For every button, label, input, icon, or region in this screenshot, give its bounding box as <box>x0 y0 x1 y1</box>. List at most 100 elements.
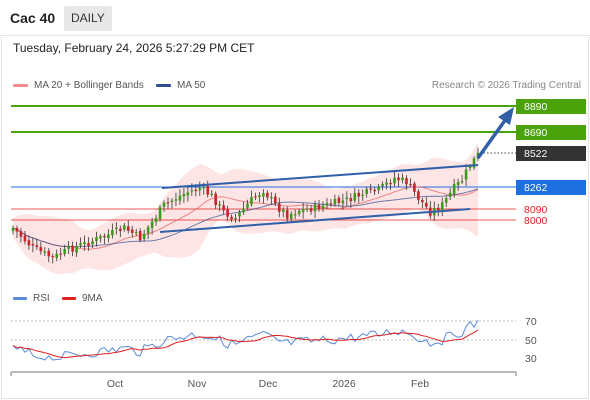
candle-body <box>341 200 345 204</box>
candle-body <box>266 192 269 198</box>
candle-body <box>214 193 217 206</box>
candle-body <box>468 166 472 169</box>
chart-header: Cac 40 DAILY <box>0 0 590 36</box>
level-label-8090: 8090 <box>524 204 548 216</box>
candle-body <box>107 234 110 239</box>
candle-body <box>230 216 233 220</box>
channel-upper-line <box>161 164 479 189</box>
level-box-8262 <box>516 180 586 195</box>
candle-body <box>218 204 221 206</box>
legend-ma50-label: MA 50 <box>177 80 206 91</box>
candle-body <box>373 189 376 192</box>
candle-body <box>440 202 444 212</box>
rsi-ma-swatch-icon <box>62 297 76 300</box>
candle-body <box>51 255 55 258</box>
candle-body <box>274 196 277 204</box>
period-tab-daily[interactable]: DAILY <box>64 6 112 31</box>
candle-body <box>456 181 460 186</box>
candle-body <box>75 246 78 253</box>
x-axis-label: Feb <box>411 378 429 390</box>
candle-body <box>281 209 285 212</box>
candle-body <box>321 205 325 209</box>
candle-body <box>99 236 102 239</box>
candle-body <box>305 208 309 210</box>
candle-body <box>417 191 420 200</box>
ma20-line <box>12 186 479 250</box>
candle-body <box>258 195 261 197</box>
candle-body <box>254 196 257 198</box>
candle-body <box>270 197 273 199</box>
ma20-swatch-icon <box>13 84 28 87</box>
legend-rsi-ma: 9MA <box>62 293 103 304</box>
rsi-ma-line <box>12 329 479 359</box>
candle-body <box>289 213 293 219</box>
candle-body <box>222 205 225 211</box>
candle-body <box>134 232 138 234</box>
candle-body <box>79 243 82 246</box>
candle-body <box>47 250 51 257</box>
candle-body <box>91 241 94 245</box>
level-label-8000: 8000 <box>524 215 548 227</box>
candle-body <box>162 202 166 207</box>
candle-body <box>59 253 62 255</box>
candle-body <box>436 207 440 211</box>
candle-body <box>472 158 476 168</box>
candle-body <box>186 192 190 196</box>
candle-body <box>464 169 468 180</box>
candle-body <box>361 194 365 196</box>
candle-body <box>397 177 400 181</box>
rsi-tick-label: 50 <box>525 335 537 347</box>
candle-body <box>405 178 408 185</box>
candle-body <box>285 210 289 219</box>
candle-body <box>19 231 23 237</box>
arrow-head <box>498 107 514 125</box>
candle-body <box>35 245 39 247</box>
candle-body <box>31 244 35 246</box>
candle-body <box>448 192 452 197</box>
candle-body <box>409 184 412 186</box>
candle-body <box>111 230 114 236</box>
chart-timestamp: Tuesday, February 24, 2026 5:27:29 PM CE… <box>13 41 255 55</box>
candle-body <box>122 225 126 230</box>
candle-body <box>250 197 253 205</box>
candle-body <box>55 253 59 258</box>
candle-body <box>413 183 416 192</box>
candle-body <box>15 227 19 232</box>
candle-body <box>444 198 448 203</box>
x-axis-label: Oct <box>107 378 123 390</box>
legend-rsi-ma-label: 9MA <box>82 293 103 304</box>
candle-body <box>369 188 372 190</box>
legend-ma50: MA 50 <box>156 80 205 91</box>
candle-body <box>293 214 297 216</box>
x-axis-label: Dec <box>259 378 278 390</box>
rsi-line <box>12 320 479 361</box>
level-box-8890 <box>516 99 586 114</box>
candle-body <box>381 183 384 187</box>
candle-body <box>194 189 198 192</box>
candle-body <box>421 199 424 203</box>
candle-body <box>385 182 388 185</box>
candle-body <box>126 226 130 231</box>
candle-body <box>95 237 98 241</box>
candle-body <box>67 246 70 249</box>
level-label-8690: 8690 <box>524 127 548 139</box>
candle-body <box>226 209 229 217</box>
candle-body <box>154 218 158 223</box>
candle-body <box>115 227 118 229</box>
level-box-8522 <box>516 146 586 161</box>
candle-body <box>389 183 392 185</box>
candle-body <box>202 187 206 189</box>
level-lines <box>11 105 516 221</box>
chart-panel <box>1 37 589 399</box>
candle-body <box>130 229 134 233</box>
candle-body <box>138 230 142 241</box>
candle-body <box>174 199 178 201</box>
candle-body <box>460 181 464 183</box>
candle-body <box>353 193 357 201</box>
candle-body <box>83 241 86 245</box>
arrow-shaft <box>476 117 508 160</box>
rsi-panel: 70 50 30 <box>11 316 537 365</box>
candle-body <box>333 199 337 205</box>
candlesticks <box>11 147 480 264</box>
